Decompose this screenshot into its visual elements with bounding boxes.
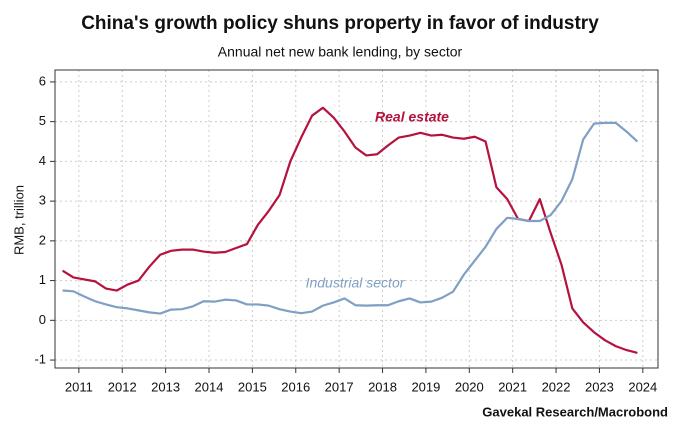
chart-title: China's growth policy shuns property in … [81, 13, 599, 34]
x-tick-label: 2013 [151, 379, 180, 394]
y-tick-label: 0 [39, 312, 46, 327]
plot-frame [54, 69, 659, 369]
chart-subtitle: Annual net new bank lending, by sector [218, 44, 463, 60]
y-tick-label: 5 [39, 113, 46, 128]
x-tick-label: 2024 [628, 379, 657, 394]
x-tick-label: 2015 [238, 379, 267, 394]
y-tick-label: 3 [39, 193, 46, 208]
source: Gavekal Research/Macrobond [482, 404, 668, 419]
series-line [62, 106, 638, 354]
y-tick-label: 1 [39, 272, 46, 287]
x-tick-label: 2016 [281, 379, 310, 394]
x-tick-label: 2021 [498, 379, 527, 394]
x-tick-label: 2014 [195, 379, 224, 394]
series-label: Real estate [375, 109, 449, 125]
y-axis-label: RMB, trillion [11, 185, 26, 255]
x-tick-label: 2022 [542, 379, 571, 394]
x-tick-label: 2018 [368, 379, 397, 394]
x-tick-label: 2012 [108, 379, 137, 394]
y-tick-label: -1 [34, 351, 46, 366]
y-tick-label: 4 [39, 153, 46, 168]
y-tick-label: 6 [39, 73, 46, 88]
y-tick-label: 2 [39, 232, 46, 247]
x-tick-label: 2017 [325, 379, 354, 394]
series-label: Industrial sector [306, 275, 406, 291]
x-tick-label: 2011 [65, 379, 93, 394]
series-line [62, 121, 639, 315]
x-tick-label: 2023 [585, 379, 614, 394]
x-tick-label: 2019 [411, 379, 440, 394]
x-tick-label: 2020 [455, 379, 484, 394]
